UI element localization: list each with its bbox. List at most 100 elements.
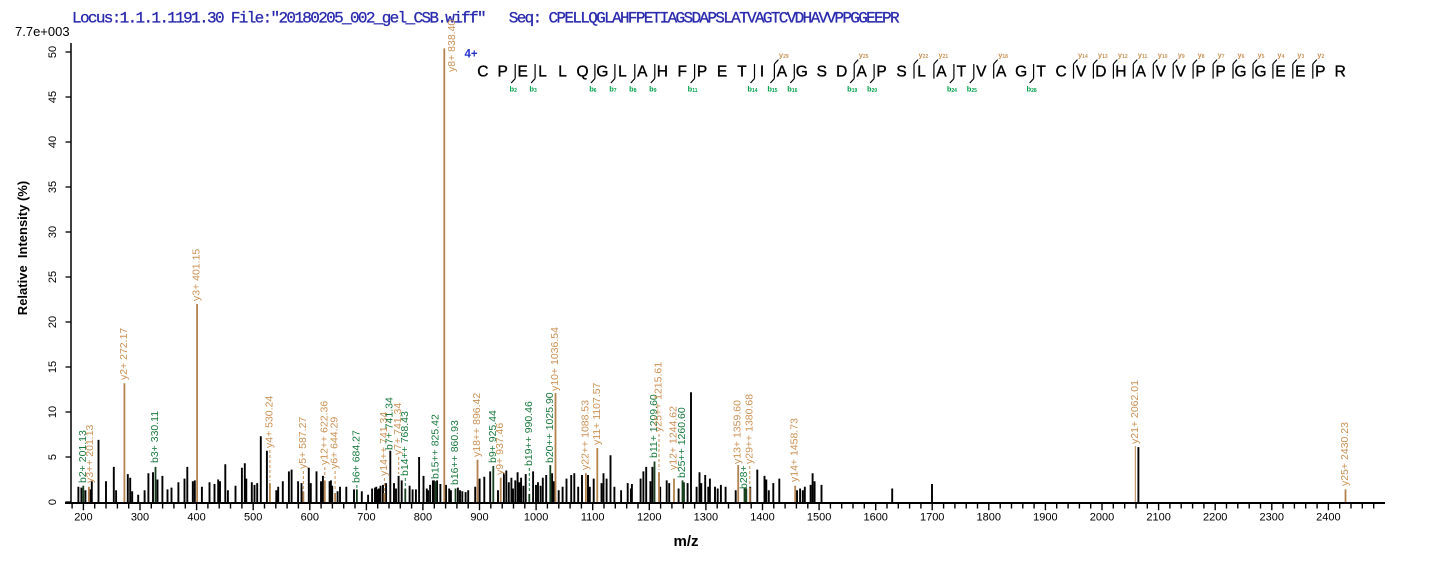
svg-text:y4: y4 bbox=[1277, 51, 1284, 61]
svg-text:y25+ 2430.23: y25+ 2430.23 bbox=[1339, 422, 1351, 486]
svg-text:V: V bbox=[1176, 64, 1187, 81]
svg-text:45: 45 bbox=[47, 91, 59, 103]
svg-text:500: 500 bbox=[244, 512, 262, 524]
svg-text:b15: b15 bbox=[767, 85, 777, 95]
svg-text:G: G bbox=[1015, 64, 1027, 81]
svg-text:L: L bbox=[917, 64, 926, 81]
svg-text:y10: y10 bbox=[1158, 51, 1168, 61]
svg-text:Relative Intensity (%): Relative Intensity (%) bbox=[15, 181, 30, 315]
svg-text:1200: 1200 bbox=[637, 512, 661, 524]
svg-text:2300: 2300 bbox=[1260, 512, 1284, 524]
svg-text:b2+ 201.13: b2+ 201.13 bbox=[77, 430, 89, 483]
svg-text:y13+ 1359.60: y13+ 1359.60 bbox=[732, 400, 744, 464]
svg-text:y9+ 937.46: y9+ 937.46 bbox=[494, 423, 506, 475]
svg-text:1400: 1400 bbox=[750, 512, 774, 524]
svg-text:2200: 2200 bbox=[1203, 512, 1227, 524]
svg-text:y8: y8 bbox=[1198, 51, 1205, 61]
svg-text:m/z: m/z bbox=[673, 533, 698, 550]
svg-text:y5: y5 bbox=[1258, 51, 1265, 61]
svg-text:y14: y14 bbox=[1078, 51, 1088, 61]
svg-text:300: 300 bbox=[131, 512, 149, 524]
svg-text:E: E bbox=[1295, 64, 1305, 81]
svg-text:1300: 1300 bbox=[694, 512, 718, 524]
svg-text:1700: 1700 bbox=[920, 512, 944, 524]
svg-text:G: G bbox=[596, 64, 608, 81]
svg-text:20: 20 bbox=[47, 316, 59, 328]
svg-text:y14++ 741.34: y14++ 741.34 bbox=[378, 412, 390, 476]
svg-text:y6+ 644.29: y6+ 644.29 bbox=[329, 417, 341, 469]
svg-text:V: V bbox=[1076, 64, 1087, 81]
svg-text:y11+ 1107.57: y11+ 1107.57 bbox=[591, 382, 603, 445]
svg-text:y7: y7 bbox=[1218, 51, 1225, 61]
svg-text:1100: 1100 bbox=[581, 512, 605, 524]
svg-text:b11+ 1209.60: b11+ 1209.60 bbox=[648, 394, 660, 458]
svg-text:y3: y3 bbox=[1297, 51, 1304, 61]
svg-text:G: G bbox=[796, 64, 808, 81]
svg-text:400: 400 bbox=[187, 512, 205, 524]
svg-text:30: 30 bbox=[47, 226, 59, 238]
svg-text:b6: b6 bbox=[589, 85, 597, 95]
svg-text:y2+ 272.17: y2+ 272.17 bbox=[118, 328, 130, 380]
svg-text:E: E bbox=[518, 64, 528, 81]
svg-text:V: V bbox=[1156, 64, 1167, 81]
svg-text:C: C bbox=[477, 64, 488, 81]
svg-text:y22: y22 bbox=[919, 51, 929, 61]
svg-text:b7: b7 bbox=[609, 85, 617, 95]
svg-text:y18: y18 bbox=[998, 51, 1008, 61]
svg-text:E: E bbox=[1275, 64, 1285, 81]
svg-text:b8: b8 bbox=[629, 85, 637, 95]
svg-text:b20++ 1025.90: b20++ 1025.90 bbox=[544, 392, 556, 463]
svg-text:A: A bbox=[1136, 64, 1147, 81]
svg-text:b20: b20 bbox=[867, 85, 877, 95]
svg-text:b24: b24 bbox=[947, 85, 957, 95]
svg-text:15: 15 bbox=[47, 361, 59, 373]
svg-text:50: 50 bbox=[47, 46, 59, 58]
svg-text:10: 10 bbox=[47, 406, 59, 418]
svg-text:700: 700 bbox=[357, 512, 375, 524]
svg-text:b2: b2 bbox=[510, 85, 518, 95]
svg-text:b6+ 684.27: b6+ 684.27 bbox=[350, 430, 362, 483]
svg-text:2100: 2100 bbox=[1146, 512, 1170, 524]
svg-text:y12: y12 bbox=[1118, 51, 1128, 61]
svg-text:35: 35 bbox=[47, 181, 59, 193]
svg-text:A: A bbox=[936, 64, 947, 81]
svg-text:b28: b28 bbox=[1027, 85, 1037, 95]
svg-text:R: R bbox=[1335, 64, 1346, 81]
svg-text:L: L bbox=[538, 64, 547, 81]
svg-text:1500: 1500 bbox=[807, 512, 831, 524]
svg-text:b28+: b28+ bbox=[738, 465, 750, 489]
svg-text:G: G bbox=[1234, 64, 1246, 81]
svg-text:A: A bbox=[996, 64, 1007, 81]
svg-text:P: P bbox=[1215, 64, 1225, 81]
svg-text:Locus:1.1.1.1191.30 File:"2018: Locus:1.1.1.1191.30 File:"20180205_002_g… bbox=[72, 10, 900, 28]
svg-text:H: H bbox=[1115, 64, 1126, 81]
svg-text:y8+ 838.40: y8+ 838.40 bbox=[446, 20, 458, 72]
svg-text:40: 40 bbox=[47, 136, 59, 148]
svg-text:y29++ 1380.68: y29++ 1380.68 bbox=[743, 394, 755, 464]
svg-text:b7+ 741.34: b7+ 741.34 bbox=[383, 397, 395, 450]
svg-text:y14+ 1458.73: y14+ 1458.73 bbox=[789, 418, 801, 482]
svg-text:0: 0 bbox=[47, 499, 59, 505]
svg-text:2000: 2000 bbox=[1090, 512, 1114, 524]
svg-text:y7+ 741.34: y7+ 741.34 bbox=[392, 403, 404, 455]
svg-text:H: H bbox=[657, 64, 668, 81]
svg-text:G: G bbox=[1254, 64, 1266, 81]
svg-text:D: D bbox=[1095, 64, 1106, 81]
svg-text:b9+ 925.44: b9+ 925.44 bbox=[487, 410, 499, 463]
svg-text:V: V bbox=[976, 64, 987, 81]
svg-text:y13: y13 bbox=[1098, 51, 1108, 61]
svg-text:y25: y25 bbox=[859, 51, 869, 61]
svg-text:y3++ 201.13: y3++ 201.13 bbox=[84, 424, 96, 483]
svg-text:b11: b11 bbox=[688, 85, 698, 95]
svg-text:y11: y11 bbox=[1138, 51, 1148, 61]
svg-text:b25: b25 bbox=[967, 85, 977, 95]
svg-text:P: P bbox=[1315, 64, 1325, 81]
svg-text:5: 5 bbox=[47, 454, 59, 460]
svg-text:F: F bbox=[677, 64, 686, 81]
svg-text:4+: 4+ bbox=[464, 49, 477, 61]
svg-text:D: D bbox=[836, 64, 847, 81]
svg-text:b14: b14 bbox=[747, 85, 757, 95]
svg-text:y12++ 622.36: y12++ 622.36 bbox=[318, 401, 330, 465]
svg-text:y21+ 2062.01: y21+ 2062.01 bbox=[1129, 380, 1141, 444]
svg-text:y6: y6 bbox=[1238, 51, 1245, 61]
